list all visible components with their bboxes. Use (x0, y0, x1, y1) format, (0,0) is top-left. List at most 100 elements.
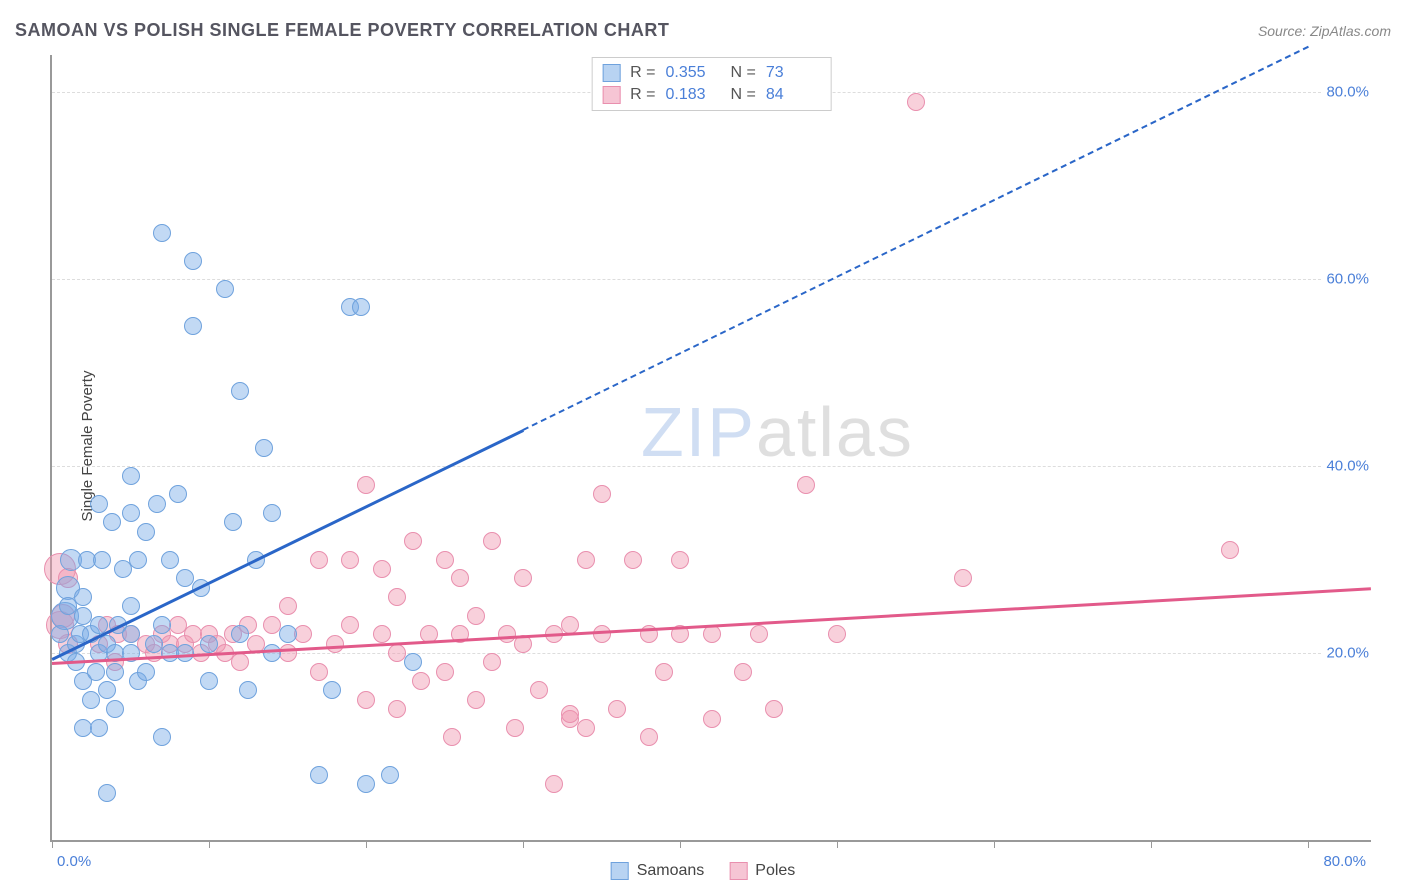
data-point-poles (828, 625, 846, 643)
data-point-poles (593, 625, 611, 643)
x-tick (1151, 840, 1152, 848)
data-point-poles (797, 476, 815, 494)
gridline (52, 279, 1371, 280)
data-point-poles (640, 728, 658, 746)
data-point-samoans (98, 784, 116, 802)
data-point-poles (357, 691, 375, 709)
data-point-poles (765, 700, 783, 718)
data-point-samoans (137, 523, 155, 541)
data-point-samoans (103, 513, 121, 531)
data-point-poles (388, 588, 406, 606)
data-point-samoans (122, 504, 140, 522)
swatch-samoans-icon (602, 64, 620, 82)
data-point-poles (436, 663, 454, 681)
data-point-samoans (255, 439, 273, 457)
data-point-samoans (357, 775, 375, 793)
x-tick (523, 840, 524, 848)
data-point-poles (373, 560, 391, 578)
data-point-poles (954, 569, 972, 587)
data-point-poles (443, 728, 461, 746)
data-point-samoans (200, 672, 218, 690)
data-point-samoans (224, 513, 242, 531)
data-point-samoans (122, 467, 140, 485)
swatch-poles-icon (602, 86, 620, 104)
data-point-poles (750, 625, 768, 643)
y-tick-label: 20.0% (1322, 645, 1373, 662)
data-point-samoans (310, 766, 328, 784)
data-point-samoans (352, 298, 370, 316)
data-point-poles (357, 476, 375, 494)
data-point-poles (624, 551, 642, 569)
data-point-poles (593, 485, 611, 503)
data-point-poles (734, 663, 752, 681)
data-point-poles (404, 532, 422, 550)
legend-item-poles: Poles (729, 862, 795, 880)
data-point-poles (341, 551, 359, 569)
data-point-poles (1221, 541, 1239, 559)
x-tick (209, 840, 210, 848)
chart-plot-area: ZIPatlas R = 0.355 N = 73 R = 0.183 N = … (50, 55, 1371, 842)
data-point-samoans (279, 625, 297, 643)
x-tick (366, 840, 367, 848)
data-point-poles (483, 532, 501, 550)
legend-swatch-poles-icon (729, 862, 747, 880)
data-point-samoans (137, 663, 155, 681)
legend-swatch-samoans-icon (611, 862, 629, 880)
data-point-samoans (200, 635, 218, 653)
data-point-poles (655, 663, 673, 681)
data-point-poles (326, 635, 344, 653)
data-point-samoans (74, 588, 92, 606)
data-point-samoans (263, 504, 281, 522)
data-point-samoans (231, 382, 249, 400)
y-tick-label: 80.0% (1322, 84, 1373, 101)
legend-item-samoans: Samoans (611, 862, 705, 880)
data-point-poles (467, 691, 485, 709)
data-point-poles (671, 551, 689, 569)
data-point-samoans (153, 224, 171, 242)
data-point-poles (483, 653, 501, 671)
x-tick (994, 840, 995, 848)
data-point-poles (561, 705, 579, 723)
x-tick (837, 840, 838, 848)
data-point-samoans (90, 719, 108, 737)
data-point-samoans (323, 681, 341, 699)
data-point-samoans (129, 551, 147, 569)
data-point-poles (310, 551, 328, 569)
data-point-poles (545, 775, 563, 793)
data-point-samoans (263, 644, 281, 662)
correlation-stats-box: R = 0.355 N = 73 R = 0.183 N = 84 (591, 57, 832, 111)
data-point-poles (231, 653, 249, 671)
data-point-poles (412, 672, 430, 690)
stats-row-poles: R = 0.183 N = 84 (602, 84, 821, 106)
x-tick (52, 840, 53, 848)
data-point-poles (703, 710, 721, 728)
gridline (52, 466, 1371, 467)
data-point-samoans (184, 252, 202, 270)
data-point-samoans (122, 597, 140, 615)
legend-label: Poles (755, 862, 795, 880)
data-point-poles (341, 616, 359, 634)
data-point-samoans (153, 728, 171, 746)
data-point-poles (279, 644, 297, 662)
data-point-samoans (231, 625, 249, 643)
source-attribution: Source: ZipAtlas.com (1258, 23, 1391, 39)
data-point-samoans (87, 663, 105, 681)
data-point-poles (530, 681, 548, 699)
stats-row-samoans: R = 0.355 N = 73 (602, 62, 821, 84)
data-point-samoans (404, 653, 422, 671)
data-point-samoans (90, 495, 108, 513)
y-tick-label: 60.0% (1322, 271, 1373, 288)
data-point-samoans (98, 681, 116, 699)
x-tick-label: 0.0% (57, 853, 91, 870)
data-point-poles (514, 569, 532, 587)
data-point-poles (436, 551, 454, 569)
data-point-samoans (153, 616, 171, 634)
x-tick (1308, 840, 1309, 848)
data-point-poles (310, 663, 328, 681)
data-point-poles (467, 607, 485, 625)
data-point-poles (608, 700, 626, 718)
data-point-samoans (216, 280, 234, 298)
data-point-samoans (184, 317, 202, 335)
data-point-poles (294, 625, 312, 643)
data-point-samoans (169, 485, 187, 503)
